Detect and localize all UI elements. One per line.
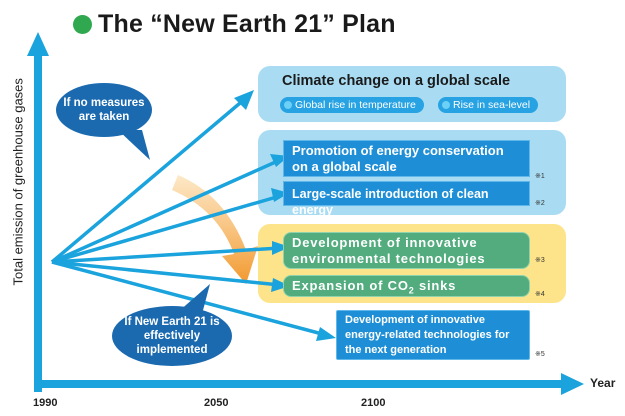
clean-energy-box: Large-scale introduction of clean energy bbox=[283, 181, 530, 217]
y-axis-arrowhead bbox=[27, 32, 49, 56]
next-generation-box: Development of innovative energy-related… bbox=[336, 310, 530, 360]
co2-sinks-box: Expansion of CO2 sinks bbox=[283, 275, 530, 297]
arrow-to-climate-change bbox=[50, 96, 248, 264]
pill-sea-level-label: Rise in sea-level bbox=[453, 99, 531, 111]
new-earth-bubble bbox=[112, 306, 232, 366]
no-measures-bubble-tail bbox=[118, 130, 150, 160]
arrowhead-next-gen bbox=[316, 327, 336, 341]
note-2: ※2 bbox=[535, 200, 545, 207]
arrowhead-climate bbox=[234, 90, 254, 110]
arrow-to-clean-energy bbox=[51, 194, 281, 264]
pill-temperature: Global rise in temperature bbox=[280, 97, 424, 113]
pill-sea-level: Rise in sea-level bbox=[438, 97, 539, 113]
title-bullet-icon bbox=[73, 15, 92, 34]
arrow-to-energy-conservation bbox=[51, 158, 281, 264]
innovative-tech-box: Development of innovative environmental … bbox=[283, 232, 530, 269]
year-2100: 2100 bbox=[361, 397, 386, 409]
x-axis-label: Year bbox=[590, 376, 616, 390]
arrow-to-innovative-tech bbox=[51, 246, 281, 264]
pill-temperature-label: Global rise in temperature bbox=[295, 99, 416, 111]
note-1: ※1 bbox=[535, 173, 545, 180]
arrow-to-next-generation bbox=[51, 260, 327, 337]
pill-dot-icon bbox=[284, 101, 292, 109]
note-4: ※4 bbox=[535, 291, 545, 298]
y-axis-label: Total emission of greenhouse gases bbox=[10, 78, 26, 286]
x-axis-arrowhead bbox=[561, 373, 584, 395]
no-measures-text: If no measures are taken bbox=[63, 97, 145, 123]
year-2050: 2050 bbox=[204, 397, 229, 409]
note-5: ※5 bbox=[535, 351, 545, 358]
climate-panel-title: Climate change on a global scale bbox=[282, 73, 511, 89]
arrow-to-co2-sinks bbox=[51, 260, 281, 287]
new-earth-text: If New Earth 21 is effectively implement… bbox=[124, 316, 220, 356]
reduction-curve-arrow bbox=[172, 175, 258, 284]
page-title: The “New Earth 21” Plan bbox=[98, 10, 396, 38]
arrowhead-co2 bbox=[271, 278, 290, 292]
arrowhead-innovative bbox=[272, 241, 290, 255]
year-1990: 1990 bbox=[33, 397, 58, 409]
energy-conservation-box: Promotion of energy conservation on a gl… bbox=[283, 140, 530, 177]
new-earth-bubble-tail bbox=[178, 284, 210, 314]
pill-dot-icon bbox=[442, 101, 450, 109]
arrowhead-clean-energy bbox=[271, 188, 289, 202]
no-measures-bubble bbox=[56, 83, 152, 137]
note-3: ※3 bbox=[535, 257, 545, 264]
